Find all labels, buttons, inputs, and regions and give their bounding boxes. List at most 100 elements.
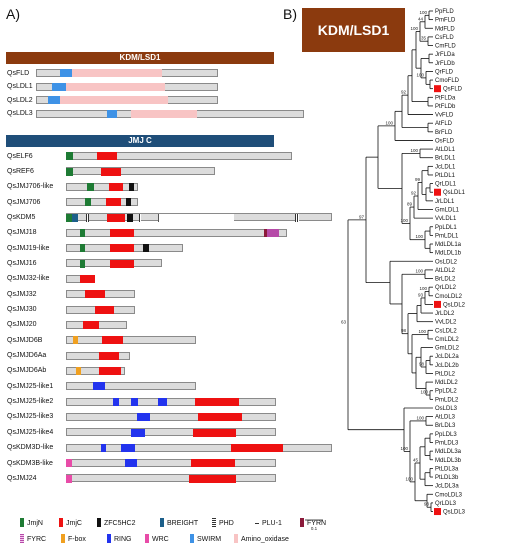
bootstrap-value: 100 — [410, 148, 418, 153]
domain-jmjc — [108, 182, 124, 191]
domain-swirm — [107, 109, 117, 118]
protein-track-qskdm3d-like — [66, 443, 332, 452]
domain-jmjc — [107, 213, 125, 222]
protein-track-qsjmj32-like — [66, 274, 96, 283]
protein-label-qsjmj16: QsJMJ16 — [7, 259, 37, 267]
tree-leaf-ppldl2: PpLDL2 — [435, 389, 457, 395]
protein-label-qskdm5: QsKDM5 — [7, 213, 36, 221]
protein-label-qsjmjd6b: QsJMJD6B — [7, 336, 43, 344]
domain-swirm — [60, 69, 73, 78]
domain-jmjc — [110, 259, 135, 268]
bootstrap-value: 98 — [401, 328, 407, 333]
bootstrap-value: 92 — [401, 90, 407, 95]
tree-leaf-jrfldb: JrFLDb — [435, 61, 455, 67]
bootstrap-value: 45 — [413, 457, 419, 462]
protein-track-qsjmj25-like2 — [66, 397, 277, 406]
bootstrap-value: 44 — [418, 16, 424, 21]
domain-jmjc — [83, 321, 100, 330]
tree-leaf-gmldl2: GmLDL2 — [435, 346, 460, 352]
tree-leaf-mdfld: MdFLD — [435, 26, 455, 32]
tree-leaf-mdldl3b: MdLDL3b — [435, 458, 462, 464]
domain-wrc — [66, 459, 72, 468]
protein-track-qsjmjd6aa — [66, 351, 130, 360]
tree-leaf-atldl3: AtLDL3 — [435, 415, 456, 421]
legend-swatch-zfc5hc2 — [97, 518, 101, 527]
tree-leaf-brldl3: BrLDL3 — [435, 423, 456, 429]
protein-track-qsjmj18 — [66, 228, 287, 237]
bootstrap-value: 92 — [411, 191, 417, 196]
protein-label-qsfld: QsFLD — [7, 69, 30, 77]
bootstrap-value: 100 — [420, 390, 428, 395]
legend-label-wrc: WRC — [152, 536, 169, 543]
tree-leaf-qrldl1: QrLDL1 — [435, 182, 457, 188]
domain-fyrn — [264, 228, 268, 237]
protein-track-qself6 — [66, 152, 293, 161]
tree-leaf-jcldl3a: JcLDL3a — [435, 484, 459, 490]
protein-track-qsldl2 — [36, 96, 219, 105]
domain-jmjc — [79, 275, 96, 283]
domain-jmjc — [188, 474, 237, 483]
bootstrap-value: 100 — [419, 286, 427, 291]
scale-bar-label: 0.1 — [311, 526, 318, 531]
legend-swatch-fyrn — [300, 518, 304, 527]
protein-track-qsjmj32 — [66, 290, 136, 299]
legend-label-ring: RING — [114, 536, 132, 543]
domain-swirm — [48, 96, 61, 105]
legend-swatch-ring — [107, 534, 111, 543]
tree-leaf-ptldl1: PtLDL1 — [435, 173, 456, 179]
protein-label-qsjmj18: QsJMJ18 — [7, 229, 37, 237]
tree-leaf-ptldl3b: PtLDL3b — [435, 475, 459, 481]
domain-amino-oxidase — [131, 109, 197, 118]
bootstrap-value: 89 — [407, 202, 413, 207]
protein-label-qsjmj25-like3: QsJMJ25-like3 — [7, 413, 54, 421]
tree-leaf-atldl1: AtLDL1 — [435, 147, 456, 153]
tree-leaf-pmfld: PmFLD — [435, 18, 456, 24]
protein-track-qsref6 — [66, 167, 215, 176]
legend-label-phd: PHD — [219, 520, 234, 527]
tree-leaf-csfld: CsFLD — [435, 35, 454, 41]
bootstrap-value: 100 — [419, 10, 427, 15]
domain-jmjn — [79, 259, 85, 268]
domain-ring — [92, 382, 105, 391]
domain-jmjc — [192, 428, 237, 437]
bootstrap-value: 100 — [385, 120, 393, 125]
bootstrap-value: 97 — [359, 214, 365, 219]
tree-leaf-csldl2: CsLDL2 — [435, 328, 457, 334]
domain-breight — [71, 213, 79, 222]
protein-label-qsldl3: QsLDL3 — [7, 110, 33, 117]
tree-leaf-brfld: BrFLD — [435, 130, 453, 136]
protein-label-qsjmj19-like: QsJMJ19-like — [7, 244, 50, 252]
protein-track-qsldl3 — [36, 109, 304, 118]
domain-zfc5hc2 — [128, 182, 135, 191]
legend-swatch-jmjn — [20, 518, 24, 527]
domain-jmjn — [79, 228, 85, 237]
tree-leaf-cmldl2: CmLDL2 — [435, 337, 459, 343]
domain-fyrc — [267, 228, 279, 237]
protein-track-qsjmj24 — [66, 474, 277, 483]
domain-zfc5hc2 — [127, 213, 133, 222]
tree-leaf-atfld: AtFLD — [435, 121, 453, 127]
domain-jmjc — [100, 167, 121, 176]
bootstrap-value: 100 — [410, 26, 418, 31]
protein-track-qskdm5 — [66, 213, 332, 222]
domain-jmjc — [231, 443, 283, 452]
tree-leaf-jcldl2b: JcLDL2b — [435, 363, 459, 369]
bootstrap-value: 99 — [415, 177, 421, 182]
legend-label-fyrn: FYRN — [307, 520, 327, 527]
protein-track-qsjmj706-like — [66, 182, 138, 191]
tree-leaf-mdldl1a: MdLDL1a — [435, 242, 462, 248]
tree-leaf-atldl2: AtLDL2 — [435, 268, 456, 274]
protein-track-qsjmjd6ab — [66, 366, 125, 376]
kdm-title-box: KDM/LSD1 — [302, 8, 405, 52]
domain-jmjc — [110, 244, 135, 253]
tree-leaf-ppldl1: PpLDL1 — [435, 225, 457, 231]
tree-leaf-pmldl3: PmLDL3 — [435, 441, 459, 447]
domain-plu1 — [157, 213, 234, 222]
protein-label-qsjmj25-like2: QsJMJ25-like2 — [7, 398, 54, 406]
legend-swatch-swirm — [190, 534, 194, 543]
domain-amino-oxidase — [60, 96, 168, 105]
tree-leaf-brldl1: BrLDL1 — [435, 156, 456, 162]
domain-swirm — [52, 82, 66, 91]
protein-label-qskdm3d-like: QsKDM3D-like — [7, 444, 54, 452]
tree-leaf-mdldl2: MdLDL2 — [435, 380, 458, 386]
